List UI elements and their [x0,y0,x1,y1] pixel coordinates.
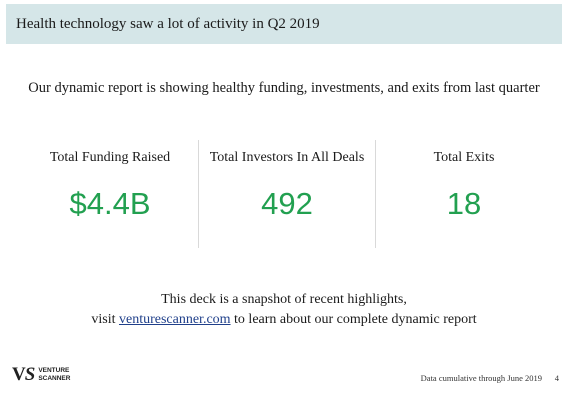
stat-total-exits: Total Exits 18 [375,140,552,248]
slide-title: Health technology saw a lot of activity … [16,15,320,32]
footer-message: This deck is a snapshot of recent highli… [0,290,568,330]
page-number: 4 [554,373,559,383]
footer-line-2-rest: to learn about our complete dynamic repo… [234,312,477,327]
footer-visit-text: visit [91,312,116,327]
stat-label: Total Funding Raised [49,150,171,165]
stat-total-funding: Total Funding Raised $4.4B [22,140,198,248]
stat-total-investors: Total Investors In All Deals 492 [198,140,375,248]
stat-value: 18 [446,186,482,221]
stat-label: Total Exits [433,150,495,165]
logo-wordmark: VENTURE SCANNER [38,367,71,382]
slide-subtitle: Our dynamic report is showing healthy fu… [28,80,540,96]
stats-row: Total Funding Raised $4.4B Total Investo… [22,140,552,248]
venture-scanner-logo: VS VENTURE SCANNER [12,364,70,386]
data-footnote: Data cumulative through June 2019 [420,373,542,383]
stat-value: 492 [261,186,313,221]
footer-line-1: This deck is a snapshot of recent highli… [161,292,407,307]
footer-line-2: visit venturescanner.com to learn about … [0,310,568,330]
slide-title-bar: Health technology saw a lot of activity … [6,4,562,44]
stat-label: Total Investors In All Deals [209,150,365,165]
venturescanner-link[interactable]: venturescanner.com [118,312,231,327]
stat-value: $4.4B [69,186,151,221]
logo-mark-icon: VS [12,364,35,385]
